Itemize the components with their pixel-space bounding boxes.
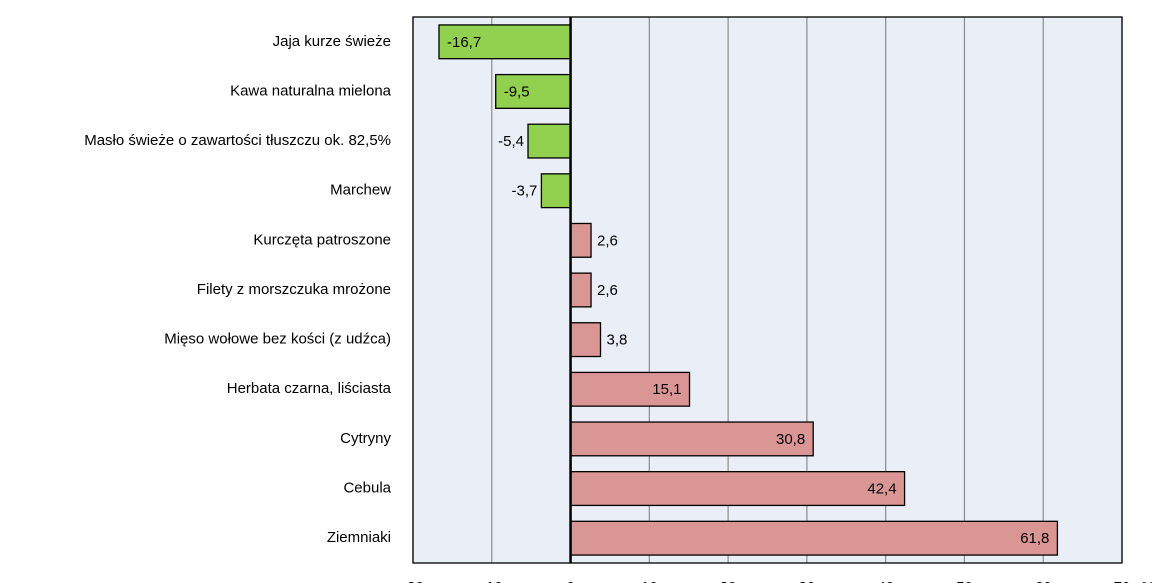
x-tick-label: 30 bbox=[799, 579, 816, 583]
bar bbox=[569, 222, 592, 258]
value-label: 3,8 bbox=[606, 332, 627, 349]
bar bbox=[495, 73, 572, 109]
x-tick-label: 40 bbox=[877, 579, 894, 583]
y-tick-label: Herbata czarna, liściasta bbox=[227, 380, 392, 397]
x-axis-label: % bbox=[1141, 579, 1154, 583]
bar bbox=[540, 173, 572, 209]
plot-border bbox=[412, 16, 1123, 564]
y-tick-label: Masło świeże o zawartości tłuszczu ok. 8… bbox=[84, 132, 391, 149]
bar bbox=[569, 520, 1059, 556]
value-label: -3,7 bbox=[512, 183, 538, 200]
x-tick-label: 50 bbox=[956, 579, 973, 583]
value-label: 30,8 bbox=[776, 431, 805, 448]
x-tick-label: 20 bbox=[720, 579, 737, 583]
x-tick-label: 0 bbox=[566, 579, 574, 583]
x-tick-label: -20 bbox=[402, 579, 424, 583]
y-tick-label: Cebula bbox=[343, 480, 391, 497]
value-label: 42,4 bbox=[867, 481, 896, 498]
value-label: -16,7 bbox=[447, 34, 481, 51]
bar bbox=[569, 272, 592, 308]
x-tick-label: 60 bbox=[1035, 579, 1052, 583]
y-tick-label: Jaja kurze świeże bbox=[273, 33, 391, 50]
bar bbox=[527, 123, 572, 159]
value-label: 2,6 bbox=[597, 282, 618, 299]
value-label: 2,6 bbox=[597, 232, 618, 249]
bar bbox=[569, 322, 602, 358]
value-label: -9,5 bbox=[504, 83, 530, 100]
bar bbox=[569, 471, 906, 507]
value-label: -5,4 bbox=[498, 133, 524, 150]
y-tick-label: Marchew bbox=[330, 182, 391, 199]
x-tick-label: -10 bbox=[481, 579, 503, 583]
x-tick-label: 70 bbox=[1114, 579, 1131, 583]
y-tick-label: Kurczęta patroszone bbox=[253, 231, 391, 248]
y-tick-label: Filety z morszczuka mrożone bbox=[197, 281, 391, 298]
y-tick-label: Kawa naturalna mielona bbox=[230, 82, 392, 99]
y-tick-label: Ziemniaki bbox=[327, 529, 391, 546]
y-tick-label: Cytryny bbox=[340, 430, 391, 447]
bar bbox=[569, 421, 814, 457]
value-label: 61,8 bbox=[1020, 530, 1049, 547]
value-label: 15,1 bbox=[652, 381, 681, 398]
y-tick-label: Mięso wołowe bez kości (z udźca) bbox=[164, 331, 391, 348]
x-tick-label: 10 bbox=[641, 579, 658, 583]
